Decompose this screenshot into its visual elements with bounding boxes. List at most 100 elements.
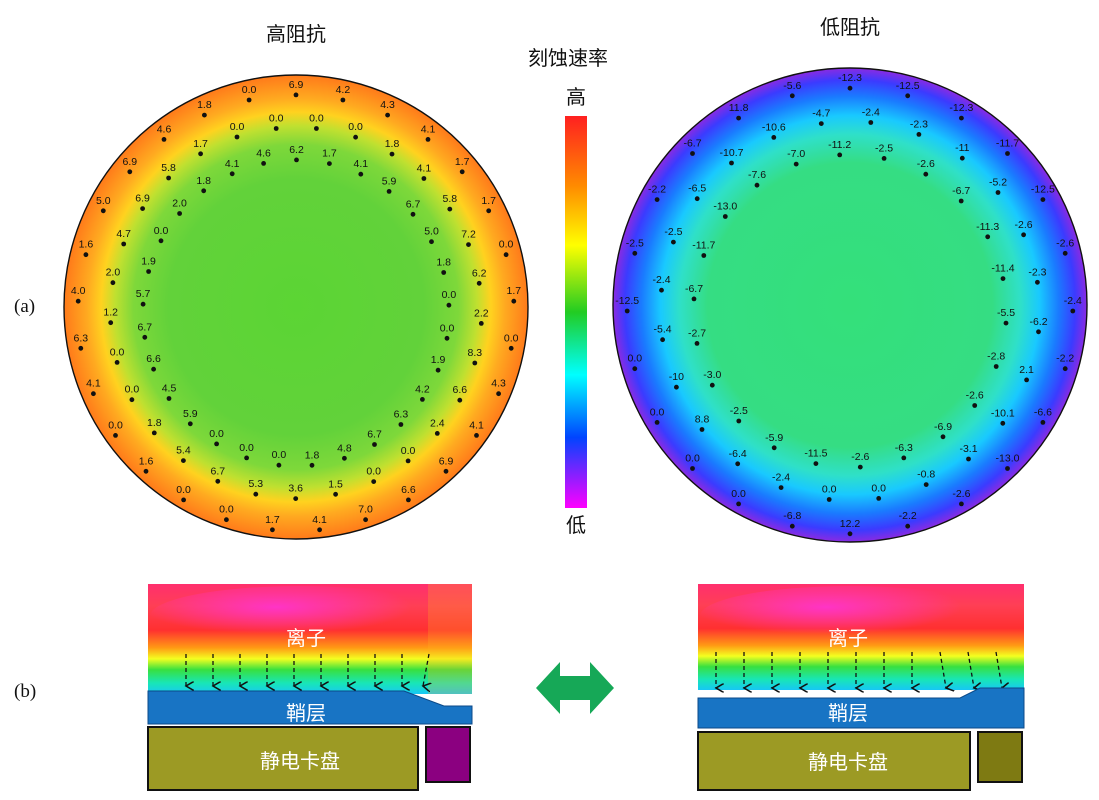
right-measurement-value: -6.2 <box>1029 316 1047 328</box>
right-measurement-dot <box>691 296 697 302</box>
right-measurement-value: -5.2 <box>989 177 1007 189</box>
left-measurement-dot <box>508 345 514 351</box>
left-measurement-value: 0.0 <box>504 332 519 344</box>
left-measurement-value: 5.8 <box>442 193 457 205</box>
left-measurement-dot <box>110 280 116 286</box>
left-measurement-value: 4.6 <box>157 123 172 135</box>
left-measurement-dot <box>166 175 172 181</box>
right-wafer-title: 低阻抗 <box>820 15 880 39</box>
right-measurement-dot <box>818 121 824 126</box>
left-measurement-value: 2.4 <box>430 417 445 429</box>
left-measurement-dot <box>140 206 146 212</box>
right-measurement-dot <box>1062 250 1068 256</box>
right-measurement-value: -2.2 <box>899 510 917 522</box>
right-measurement-dot <box>881 156 887 161</box>
right-measurement-dot <box>660 337 665 343</box>
left-measurement-dot <box>113 433 118 438</box>
panel-a-label: (a) <box>14 296 35 317</box>
right-measurement-value: -10 <box>669 371 684 383</box>
right-measurement-value: -5.5 <box>997 307 1015 319</box>
ion-arrows-left <box>186 653 429 686</box>
left-measurement-value: 8.3 <box>467 347 482 359</box>
left-measurement-dot <box>353 134 358 140</box>
left-measurement-dot <box>478 321 484 326</box>
ions-label-right: 离子 <box>828 626 868 650</box>
right-measurement-value: -2.6 <box>851 451 869 463</box>
right-measurement-dot <box>905 523 911 529</box>
left-measurement-value: 0.0 <box>442 289 457 301</box>
left-measurement-value: 1.5 <box>328 478 343 490</box>
right-measurement-value: -2.5 <box>730 405 748 417</box>
colorbar-title: 刻蚀速率 <box>528 46 608 70</box>
left-measurement-value: 1.7 <box>481 195 496 207</box>
right-measurement-dot <box>624 308 630 314</box>
right-measurement-value: 0.0 <box>685 453 700 465</box>
right-measurement-dot <box>736 418 742 424</box>
right-measurement-value: -6.8 <box>783 510 801 522</box>
right-wafer-disc <box>612 67 1088 543</box>
left-measurement-dot <box>166 396 172 401</box>
left-measurement-dot <box>472 360 478 366</box>
left-measurement-value: 1.8 <box>147 417 162 429</box>
left-measurement-dot <box>333 491 338 497</box>
right-measurement-dot <box>1040 420 1046 425</box>
right-measurement-dot <box>959 501 964 507</box>
right-measurement-value: -11.2 <box>828 139 851 151</box>
right-measurement-value: -7.0 <box>787 148 805 160</box>
right-measurement-value: -2.5 <box>664 226 682 238</box>
left-measurement-dot <box>434 431 440 436</box>
panel-b-label: (b) <box>14 681 36 702</box>
left-measurement-dot <box>511 298 517 304</box>
right-measurement-dot <box>789 523 795 529</box>
left-measurement-dot <box>294 157 299 163</box>
right-measurement-dot <box>654 197 660 203</box>
right-measurement-value: 0.0 <box>871 482 886 494</box>
left-measurement-dot <box>447 206 453 212</box>
right-measurement-value: -2.7 <box>688 327 706 339</box>
right-measurement-value: 0.0 <box>627 353 642 365</box>
left-measurement-dot <box>443 468 449 474</box>
left-measurement-value: 0.0 <box>125 384 140 396</box>
right-measurement-value: -10.7 <box>720 147 744 159</box>
right-measurement-dot <box>1000 276 1006 281</box>
left-measurement-value: 6.9 <box>439 455 454 467</box>
right-measurement-value: -2.3 <box>910 118 928 130</box>
left-measurement-value: 1.8 <box>196 175 211 187</box>
left-measurement-dot <box>108 320 114 326</box>
right-measurement-value: 0.0 <box>822 484 837 496</box>
left-measurement-dot <box>202 112 207 118</box>
left-measurement-dot <box>444 335 450 341</box>
left-measurement-dot <box>114 360 120 365</box>
left-measurement-dot <box>435 367 441 373</box>
edge-ring-right <box>977 731 1023 783</box>
right-measurement-dot <box>1040 197 1046 203</box>
left-measurement-value: 5.0 <box>424 226 439 238</box>
cross-section-high-impedance: 离子 鞘层 静电卡盘 <box>147 584 473 791</box>
left-measurement-value: 1.2 <box>103 307 118 319</box>
left-measurement-dot <box>75 298 81 304</box>
right-measurement-value: -2.4 <box>772 472 790 484</box>
left-measurement-dot <box>91 391 96 397</box>
right-measurement-dot <box>857 464 863 470</box>
left-measurement-value: 4.1 <box>417 163 432 175</box>
left-measurement-value: 0.0 <box>272 449 287 461</box>
left-wafer-disc <box>63 74 529 540</box>
left-measurement-value: 6.7 <box>367 429 382 441</box>
left-measurement-dot <box>224 517 229 523</box>
chuck-right <box>697 731 971 791</box>
right-measurement-value: -2.6 <box>1056 237 1074 249</box>
ion-density-peak-left <box>150 586 450 646</box>
right-measurement-dot <box>690 151 695 156</box>
left-measurement-dot <box>503 252 509 258</box>
left-measurement-value: 5.3 <box>248 478 263 490</box>
right-measurement-value: -12.5 <box>896 80 920 92</box>
left-measurement-value: 0.0 <box>269 113 284 125</box>
left-measurement-value: 1.9 <box>141 256 156 268</box>
right-measurement-dot <box>847 85 853 91</box>
left-measurement-value: 5.9 <box>183 408 198 420</box>
right-measurement-value: -11 <box>955 142 970 154</box>
left-measurement-value: 0.0 <box>239 442 254 454</box>
ions-label-left: 离子 <box>286 626 326 650</box>
right-measurement-dot <box>709 382 715 388</box>
left-measurement-dot <box>389 151 395 157</box>
